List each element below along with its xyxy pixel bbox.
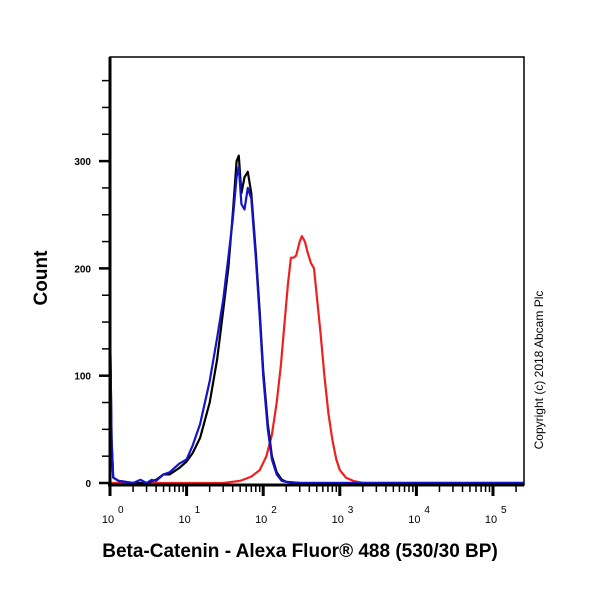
y-tick-label: 100: [74, 372, 91, 383]
x-tick-label: 10: [178, 514, 190, 526]
y-tick-label: 300: [74, 157, 91, 168]
x-tick-exponent: 5: [501, 505, 507, 516]
x-tick-exponent: 1: [195, 505, 201, 516]
y-axis-label-text: Count: [31, 250, 52, 306]
y-axis-ticks: 0 100 200 300: [74, 79, 110, 490]
series-red-line: [110, 235, 524, 485]
x-tick-exponent: 0: [118, 505, 124, 516]
x-tick-label: 10: [102, 514, 114, 526]
x-tick-label: 10: [485, 514, 497, 526]
series-blue-line: [108, 165, 524, 485]
plot-frame: [109, 56, 525, 486]
x-tick-exponent: 3: [348, 505, 354, 516]
x-axis-label: Beta-Catenin - Alexa Fluor® 488 (530/30 …: [102, 541, 498, 562]
copyright-annotation: Copyright (c) 2018 Abcam Plc: [525, 240, 553, 500]
y-axis-label: Count: [22, 238, 62, 318]
series-layer: [108, 154, 524, 485]
x-axis-ticks: 10 0 10 1 10 2 10 3 10 4 10 5: [102, 485, 517, 526]
x-tick-label: 10: [408, 514, 420, 526]
x-tick-label: 10: [332, 514, 344, 526]
copyright-text: Copyright (c) 2018 Abcam Plc: [532, 290, 546, 450]
y-tick-label: 200: [74, 264, 91, 275]
y-tick-label: 0: [85, 479, 91, 490]
x-tick-exponent: 4: [424, 505, 430, 516]
x-tick-exponent: 2: [271, 505, 277, 516]
x-tick-label: 10: [255, 514, 267, 526]
